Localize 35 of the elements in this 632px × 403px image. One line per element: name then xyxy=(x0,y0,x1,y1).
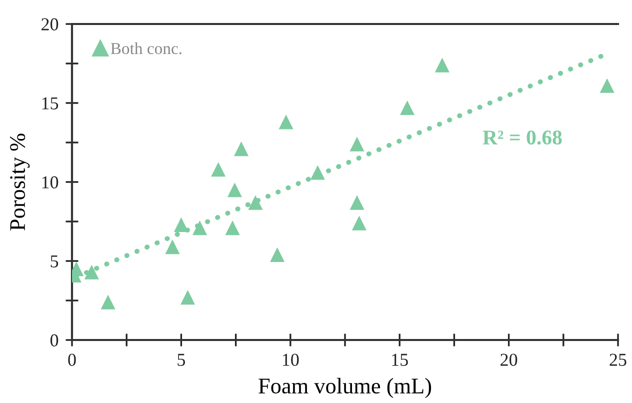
x-tick-label: 5 xyxy=(178,354,186,366)
y-tick-label: 10 xyxy=(42,176,58,188)
point xyxy=(100,294,116,310)
y-tick-label: 0 xyxy=(50,334,58,346)
x-tick-label: 15 xyxy=(392,354,408,366)
point xyxy=(84,264,99,280)
y-tick-label: 5 xyxy=(50,255,58,268)
point xyxy=(180,290,196,305)
point xyxy=(270,247,285,262)
point xyxy=(211,162,226,177)
y-tick-label: 20 xyxy=(42,18,58,30)
point xyxy=(227,182,242,198)
x-tick-label: 0 xyxy=(68,354,76,366)
y-axis-title: Porosity % xyxy=(10,134,30,230)
point xyxy=(350,136,364,152)
point xyxy=(278,114,294,130)
point xyxy=(165,239,180,254)
point xyxy=(248,195,263,210)
x-axis-title: Foam volume (mL) xyxy=(258,378,432,398)
point xyxy=(234,142,249,156)
point xyxy=(174,217,188,232)
x-tick-label: 25 xyxy=(610,354,626,366)
legend-label: Both conc. xyxy=(110,42,182,54)
y-tick-label: 15 xyxy=(42,97,58,110)
point xyxy=(600,78,614,93)
point xyxy=(310,165,325,180)
x-tick-label: 10 xyxy=(282,354,299,366)
point xyxy=(225,220,240,236)
point xyxy=(192,220,208,236)
point xyxy=(434,58,450,72)
annotation: R² = 0.68 xyxy=(482,130,562,145)
point xyxy=(352,216,366,230)
point xyxy=(400,100,415,116)
x-tick-label: 20 xyxy=(500,354,518,366)
point xyxy=(350,195,364,210)
